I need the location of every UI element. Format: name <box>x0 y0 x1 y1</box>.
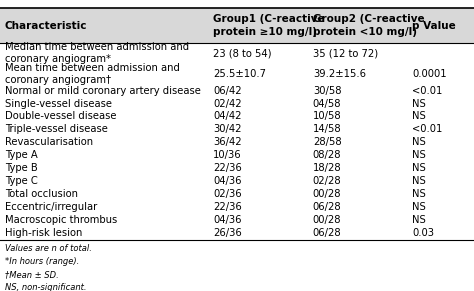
Text: Type B: Type B <box>5 163 37 173</box>
Text: 14/58: 14/58 <box>313 125 341 134</box>
Text: Characteristic: Characteristic <box>5 20 87 31</box>
Text: Total occlusion: Total occlusion <box>5 189 78 199</box>
Text: <0.01: <0.01 <box>412 125 443 134</box>
Text: NS: NS <box>412 176 426 186</box>
Text: 06/28: 06/28 <box>313 228 341 238</box>
Text: 04/58: 04/58 <box>313 99 341 109</box>
Text: 0.0001: 0.0001 <box>412 69 447 79</box>
Text: NS: NS <box>412 189 426 199</box>
Text: Eccentric/irregular: Eccentric/irregular <box>5 202 97 212</box>
Text: 39.2±15.6: 39.2±15.6 <box>313 69 366 79</box>
Text: Type A: Type A <box>5 150 37 160</box>
Text: Normal or mild coronary artery disease: Normal or mild coronary artery disease <box>5 86 201 95</box>
Text: 00/28: 00/28 <box>313 215 341 225</box>
Text: Values are n of total.: Values are n of total. <box>5 244 91 253</box>
Text: 00/28: 00/28 <box>313 189 341 199</box>
Text: Type C: Type C <box>5 176 37 186</box>
Text: Group2 (C-reactive
protein <10 mg/l): Group2 (C-reactive protein <10 mg/l) <box>313 14 424 37</box>
Text: 02/42: 02/42 <box>213 99 242 109</box>
Text: 04/36: 04/36 <box>213 176 242 186</box>
Text: Revascularisation: Revascularisation <box>5 137 93 148</box>
Text: 22/36: 22/36 <box>213 163 242 173</box>
Text: 04/36: 04/36 <box>213 215 242 225</box>
Text: 18/28: 18/28 <box>313 163 341 173</box>
Text: Single-vessel disease: Single-vessel disease <box>5 99 112 109</box>
Text: 22/36: 22/36 <box>213 202 242 212</box>
Text: NS: NS <box>412 150 426 160</box>
Text: 30/58: 30/58 <box>313 86 341 95</box>
Text: 28/58: 28/58 <box>313 137 341 148</box>
Text: *In hours (range).: *In hours (range). <box>5 257 79 266</box>
Text: 23 (8 to 54): 23 (8 to 54) <box>213 48 272 58</box>
Text: 04/42: 04/42 <box>213 111 242 122</box>
Text: 06/28: 06/28 <box>313 202 341 212</box>
Text: 30/42: 30/42 <box>213 125 242 134</box>
Text: NS: NS <box>412 111 426 122</box>
Text: 08/28: 08/28 <box>313 150 341 160</box>
Text: 35 (12 to 72): 35 (12 to 72) <box>313 48 378 58</box>
Text: 25.5±10.7: 25.5±10.7 <box>213 69 266 79</box>
Text: NS: NS <box>412 137 426 148</box>
Text: NS: NS <box>412 202 426 212</box>
Text: 0.03: 0.03 <box>412 228 434 238</box>
Text: Median time between admission and
coronary angiogram*: Median time between admission and corona… <box>5 42 189 64</box>
Text: NS: NS <box>412 163 426 173</box>
Text: p Value: p Value <box>412 20 456 31</box>
Text: <0.01: <0.01 <box>412 86 443 95</box>
Text: Group1 (C-reactive
protein ≥10 mg/l): Group1 (C-reactive protein ≥10 mg/l) <box>213 14 325 37</box>
Text: 02/28: 02/28 <box>313 176 341 186</box>
Text: 10/36: 10/36 <box>213 150 242 160</box>
Text: †Mean ± SD.: †Mean ± SD. <box>5 270 58 279</box>
Text: 02/36: 02/36 <box>213 189 242 199</box>
Bar <box>0 8 474 43</box>
Text: High-risk lesion: High-risk lesion <box>5 228 82 238</box>
Text: Double-vessel disease: Double-vessel disease <box>5 111 116 122</box>
Text: Macroscopic thrombus: Macroscopic thrombus <box>5 215 117 225</box>
Text: 10/58: 10/58 <box>313 111 341 122</box>
Text: NS, non-significant.: NS, non-significant. <box>5 283 86 291</box>
Text: NS: NS <box>412 99 426 109</box>
Text: Mean time between admission and
coronary angiogram†: Mean time between admission and coronary… <box>5 63 180 85</box>
Text: 26/36: 26/36 <box>213 228 242 238</box>
Text: 36/42: 36/42 <box>213 137 242 148</box>
Text: Triple-vessel disease: Triple-vessel disease <box>5 125 108 134</box>
Text: NS: NS <box>412 215 426 225</box>
Text: 06/42: 06/42 <box>213 86 242 95</box>
